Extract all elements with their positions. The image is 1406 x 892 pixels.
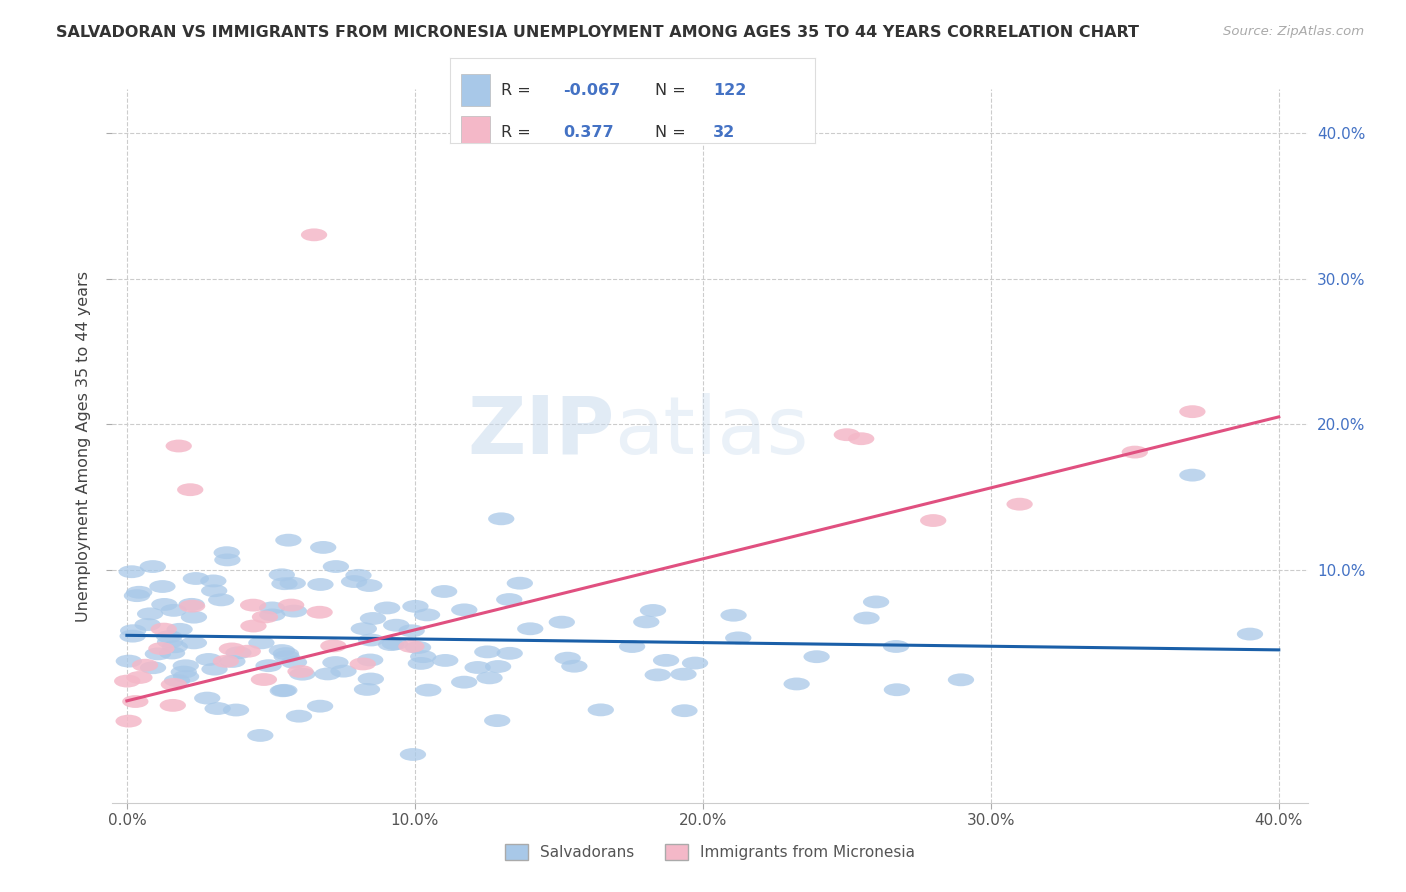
Text: 0.377: 0.377 bbox=[564, 125, 614, 140]
Text: Source: ZipAtlas.com: Source: ZipAtlas.com bbox=[1223, 25, 1364, 38]
Text: ZIP: ZIP bbox=[467, 392, 614, 471]
Legend: Salvadorans, Immigrants from Micronesia: Salvadorans, Immigrants from Micronesia bbox=[499, 838, 921, 866]
FancyBboxPatch shape bbox=[461, 117, 491, 149]
Text: -0.067: -0.067 bbox=[564, 83, 620, 98]
Text: R =: R = bbox=[501, 125, 536, 140]
Text: N =: N = bbox=[655, 125, 690, 140]
Text: SALVADORAN VS IMMIGRANTS FROM MICRONESIA UNEMPLOYMENT AMONG AGES 35 TO 44 YEARS : SALVADORAN VS IMMIGRANTS FROM MICRONESIA… bbox=[56, 25, 1139, 40]
FancyBboxPatch shape bbox=[461, 74, 491, 106]
Text: N =: N = bbox=[655, 83, 690, 98]
Y-axis label: Unemployment Among Ages 35 to 44 years: Unemployment Among Ages 35 to 44 years bbox=[76, 270, 91, 622]
Text: 32: 32 bbox=[713, 125, 735, 140]
Text: atlas: atlas bbox=[614, 392, 808, 471]
Text: R =: R = bbox=[501, 83, 536, 98]
Text: 122: 122 bbox=[713, 83, 747, 98]
